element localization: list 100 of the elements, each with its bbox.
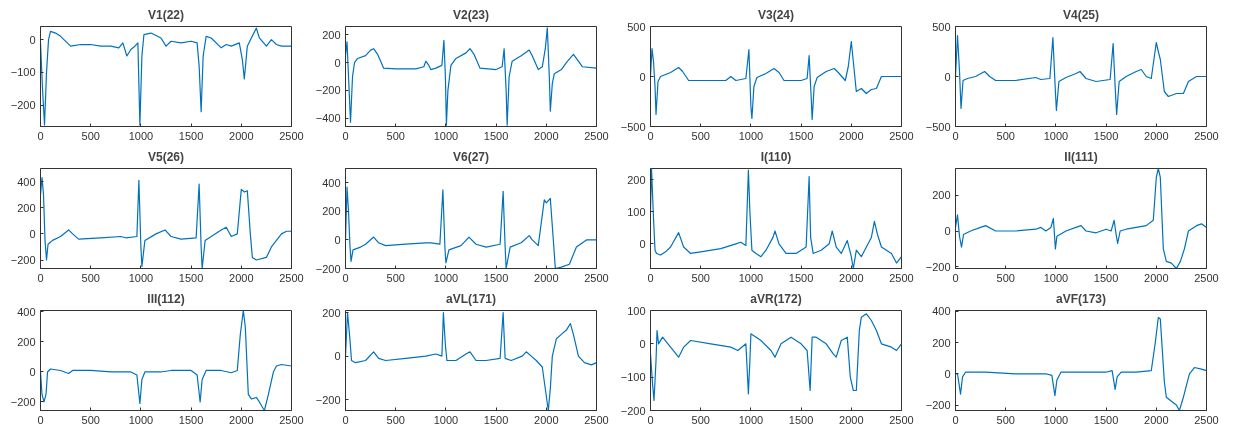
chart-title: aVL(171) — [445, 291, 497, 306]
x-tick-label: 0 — [647, 271, 654, 284]
x-tick-label: 1500 — [1093, 271, 1119, 284]
x-tick-label: 2500 — [1194, 413, 1219, 426]
y-tick-label: 400 — [932, 305, 951, 318]
x-tick-label: 2500 — [889, 271, 914, 284]
x-tick-label: 2500 — [889, 413, 914, 426]
x-tick-label: 1000 — [738, 129, 764, 142]
y-tick-label: −200 — [925, 260, 951, 273]
x-tick-label: 2500 — [584, 129, 609, 142]
y-tick-label: 0 — [944, 225, 951, 237]
chart-title: V5(26) — [147, 149, 185, 164]
x-tick-label: 2500 — [584, 271, 609, 284]
x-tick-label: 2500 — [1194, 129, 1219, 142]
y-tick-label: 0 — [334, 233, 341, 246]
chart-title: V4(25) — [1062, 7, 1100, 22]
x-tick-label: 500 — [81, 413, 100, 426]
chart-title: V2(23) — [452, 7, 490, 22]
x-tick-label: 500 — [996, 271, 1015, 284]
chart-title: aVR(172) — [750, 291, 802, 306]
x-tick-label: 500 — [996, 413, 1015, 426]
y-tick-label: 0 — [29, 227, 36, 240]
chart-title: V6(27) — [452, 149, 490, 164]
x-tick-label: 2000 — [839, 271, 864, 284]
x-tick-label: 0 — [342, 413, 349, 426]
y-tick-label: −200 — [315, 393, 341, 406]
x-tick-label: 1500 — [178, 413, 204, 426]
x-tick-label: 1500 — [788, 129, 814, 142]
x-tick-label: 1000 — [128, 129, 154, 142]
x-tick-label: 1000 — [1043, 413, 1069, 426]
y-tick-label: 0 — [334, 56, 341, 69]
x-tick-label: 0 — [37, 413, 44, 426]
x-tick-label: 1500 — [788, 413, 814, 426]
y-tick-label: 200 — [322, 205, 341, 218]
x-tick-label: 2000 — [1144, 271, 1169, 284]
x-tick-label: 0 — [37, 129, 44, 142]
x-tick-label: 2500 — [279, 271, 304, 284]
y-tick-label: 200 — [322, 306, 341, 319]
chart-title: V3(24) — [757, 7, 795, 22]
x-tick-label: 1500 — [1093, 129, 1119, 142]
x-tick-label: 2500 — [1194, 271, 1219, 284]
y-tick-label: 100 — [627, 304, 646, 317]
x-tick-label: 1000 — [738, 271, 764, 284]
chart-title: aVF(173) — [1055, 291, 1107, 306]
x-tick-label: 2000 — [1144, 413, 1169, 426]
x-tick-label: 1500 — [483, 413, 509, 426]
x-tick-label: 1000 — [128, 271, 154, 284]
x-tick-label: 500 — [691, 129, 710, 142]
x-tick-label: 500 — [996, 129, 1015, 142]
x-tick-label: 1000 — [1043, 271, 1069, 284]
x-tick-label: 0 — [952, 129, 959, 142]
y-tick-label: −400 — [315, 112, 341, 125]
x-tick-label: 0 — [647, 129, 654, 142]
x-tick-label: 2500 — [889, 129, 914, 142]
x-tick-label: 500 — [691, 413, 710, 426]
chart-title: I(110) — [760, 149, 792, 164]
y-tick-label: 200 — [627, 173, 646, 186]
x-tick-label: 1500 — [483, 129, 509, 142]
x-tick-label: 1000 — [433, 271, 459, 284]
x-tick-label: 2500 — [584, 413, 609, 426]
chart-title: III(112) — [147, 291, 185, 306]
x-tick-label: 2000 — [839, 413, 864, 426]
x-tick-label: 0 — [647, 413, 654, 426]
y-tick-label: −200 — [315, 84, 341, 97]
y-tick-label: 0 — [944, 70, 951, 83]
y-tick-label: 0 — [944, 367, 951, 380]
y-tick-label: 0 — [29, 365, 36, 378]
y-tick-label: −500 — [925, 120, 951, 133]
y-tick-label: 500 — [932, 20, 951, 33]
x-tick-label: 1500 — [178, 129, 204, 142]
x-tick-label: 500 — [81, 271, 100, 284]
x-tick-label: 2500 — [279, 129, 304, 142]
y-tick-label: 400 — [17, 306, 36, 318]
y-tick-label: −500 — [620, 120, 646, 133]
x-tick-label: 0 — [342, 129, 349, 142]
x-tick-label: 1000 — [738, 413, 764, 426]
x-tick-label: 0 — [952, 413, 959, 426]
y-tick-label: 200 — [932, 189, 951, 202]
chart-title: II(111) — [1064, 149, 1098, 164]
x-tick-label: 0 — [952, 271, 959, 284]
y-tick-label: 500 — [627, 20, 646, 33]
x-tick-label: 2000 — [229, 271, 254, 284]
y-tick-label: 400 — [17, 175, 36, 188]
x-tick-label: 500 — [691, 271, 710, 284]
x-tick-label: 1500 — [483, 271, 509, 284]
x-tick-label: 1000 — [1043, 129, 1069, 142]
x-tick-label: 2000 — [534, 129, 559, 142]
y-tick-label: 200 — [17, 335, 36, 348]
x-tick-label: 2000 — [534, 271, 559, 284]
x-tick-label: 2000 — [1144, 129, 1169, 142]
chart-title: V1(22) — [147, 7, 185, 22]
x-tick-label: 1500 — [178, 271, 204, 284]
y-tick-label: −100 — [10, 66, 36, 79]
y-tick-label: 100 — [627, 205, 646, 218]
y-tick-label: −200 — [315, 262, 341, 275]
y-tick-label: 0 — [29, 33, 36, 46]
y-tick-label: −200 — [620, 404, 646, 417]
y-tick-label: 0 — [639, 237, 646, 250]
x-tick-label: 1000 — [433, 413, 459, 426]
y-tick-label: −200 — [925, 399, 951, 412]
